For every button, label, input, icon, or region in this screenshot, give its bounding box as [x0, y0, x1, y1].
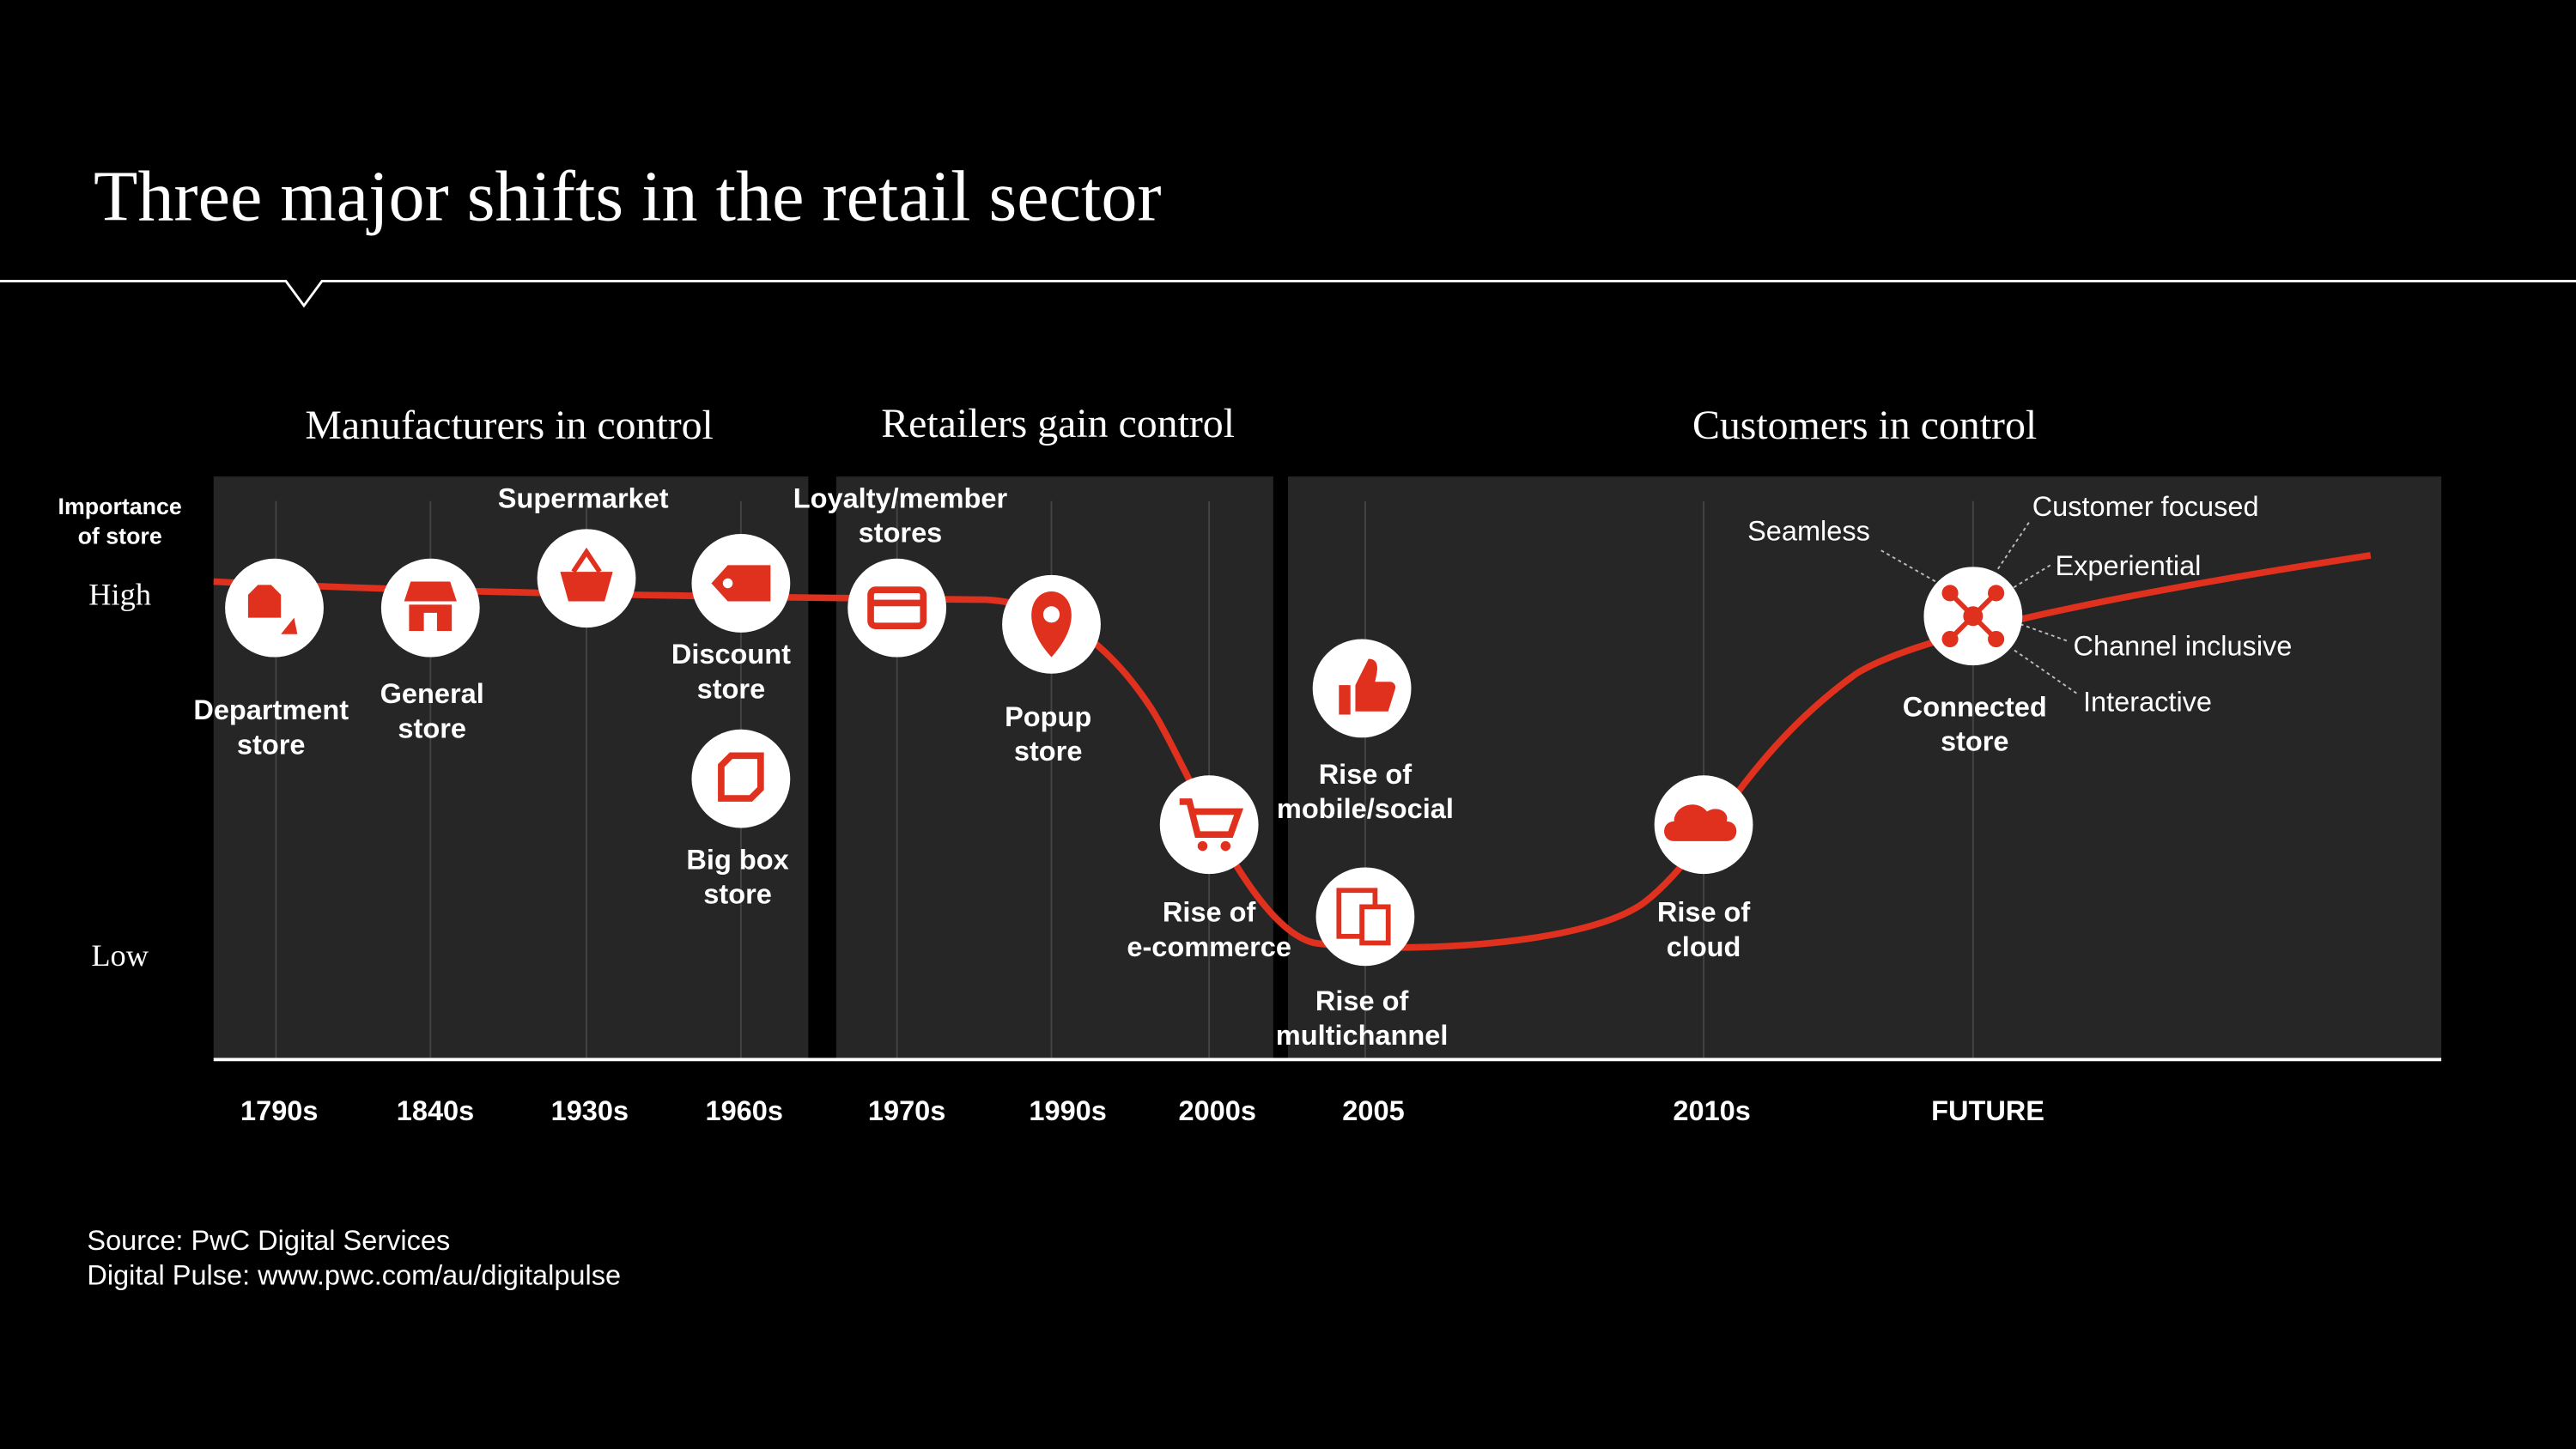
milestone-label: store: [697, 673, 766, 704]
icon: [867, 586, 927, 630]
leader: [2012, 564, 2051, 590]
milestone-label: mobile/social: [1277, 793, 1454, 824]
milestone-label: store: [1014, 736, 1083, 767]
icon: [560, 572, 613, 602]
milestone-label: Connected: [1903, 691, 2047, 722]
icon: [711, 565, 771, 602]
era-label: Customers in control: [1692, 403, 2037, 448]
x-label: 1930s: [551, 1095, 629, 1126]
milestone-circle: [1159, 775, 1259, 875]
milestone-label: General: [380, 678, 484, 709]
attribute-label: Channel inclusive: [2074, 631, 2293, 662]
milestone-label: Loyalty/member: [793, 482, 1008, 513]
icon: [571, 547, 602, 573]
x-label: 1960s: [705, 1095, 782, 1126]
leader: [2020, 623, 2068, 642]
milestone: Loyalty/member stores: [793, 482, 1008, 658]
footer-line: Digital Pulse: www.pwc.com/au/digitalpul…: [87, 1259, 621, 1290]
milestone-label: store: [398, 712, 466, 743]
header-rule: [0, 279, 2576, 308]
y-axis-title: of store: [78, 524, 162, 549]
milestone: Popup store: [1002, 574, 1101, 767]
icon: [718, 752, 764, 802]
icon: [1197, 840, 1208, 852]
milestone-circle: [691, 729, 791, 828]
milestone-label: Department: [193, 694, 349, 725]
x-label: 1990s: [1029, 1095, 1106, 1126]
milestone: Department store: [193, 558, 349, 760]
attribute-label: Seamless: [1747, 516, 1870, 547]
icon: [1941, 630, 1959, 648]
milestone-circle: [848, 558, 947, 658]
milestone-label: Rise of: [1319, 759, 1413, 790]
milestone: Supermarket: [498, 482, 669, 628]
y-axis-low: Low: [91, 938, 149, 973]
icon: [404, 581, 457, 631]
leader-lines: [1880, 522, 2077, 694]
milestone-label: Popup: [1005, 701, 1091, 732]
y-axis-high: High: [88, 577, 151, 611]
milestone-label: store: [703, 879, 772, 910]
icon: [1664, 804, 1737, 841]
x-label: 2010s: [1673, 1095, 1750, 1126]
icon: [281, 617, 298, 634]
attribute-label: Experiential: [2055, 550, 2201, 581]
panel: [1288, 476, 2442, 1060]
milestone-label: e-commerce: [1127, 931, 1291, 962]
x-label: 2000s: [1179, 1095, 1256, 1126]
icon: [1339, 658, 1396, 715]
icon: [1220, 840, 1231, 852]
icon: [1042, 606, 1060, 623]
x-label: 1840s: [397, 1095, 474, 1126]
icon: [1988, 630, 2005, 648]
leader: [1880, 549, 1940, 585]
icon: [1031, 591, 1072, 658]
milestone-label: store: [237, 729, 306, 760]
footer-line: Source: PwC Digital Services: [87, 1225, 450, 1256]
attribute-label: Customer focused: [2032, 491, 2259, 522]
attribute-label: Interactive: [2083, 687, 2212, 718]
x-label: FUTURE: [1931, 1095, 2044, 1126]
era-label: Manufacturers in control: [305, 403, 713, 448]
milestone-label: Rise of: [1163, 897, 1256, 928]
icon: [423, 612, 437, 631]
milestone-label: multichannel: [1276, 1020, 1449, 1051]
milestone-label: Supermarket: [498, 482, 669, 513]
icon: [1941, 585, 1959, 602]
milestone-label: Rise of: [1657, 897, 1751, 928]
milestone: Rise ofe-commerce: [1127, 775, 1291, 962]
icon: [1179, 798, 1244, 839]
milestone: Big box store: [686, 729, 791, 910]
icon: [1988, 585, 2005, 602]
milestone-label: cloud: [1667, 931, 1741, 962]
era-label: Retailers gain control: [881, 401, 1235, 446]
icon: [1359, 904, 1391, 946]
milestone-label: Rise of: [1315, 985, 1409, 1016]
icon: [722, 578, 733, 589]
milestone-label: Discount: [671, 639, 791, 670]
x-label: 2005: [1342, 1095, 1404, 1126]
milestone-label: Big box: [686, 844, 788, 875]
y-axis-title: Importance: [58, 494, 182, 519]
milestone-label: stores: [859, 518, 943, 549]
title: Three major shifts in the retail sector: [94, 157, 1161, 237]
milestone: Connected store: [1903, 567, 2047, 757]
icon: [247, 585, 282, 618]
x-label: 1970s: [868, 1095, 945, 1126]
x-label: 1790s: [240, 1095, 318, 1126]
milestone-label: store: [1941, 726, 2009, 757]
milestone: Rise of multichannel: [1276, 867, 1449, 1051]
